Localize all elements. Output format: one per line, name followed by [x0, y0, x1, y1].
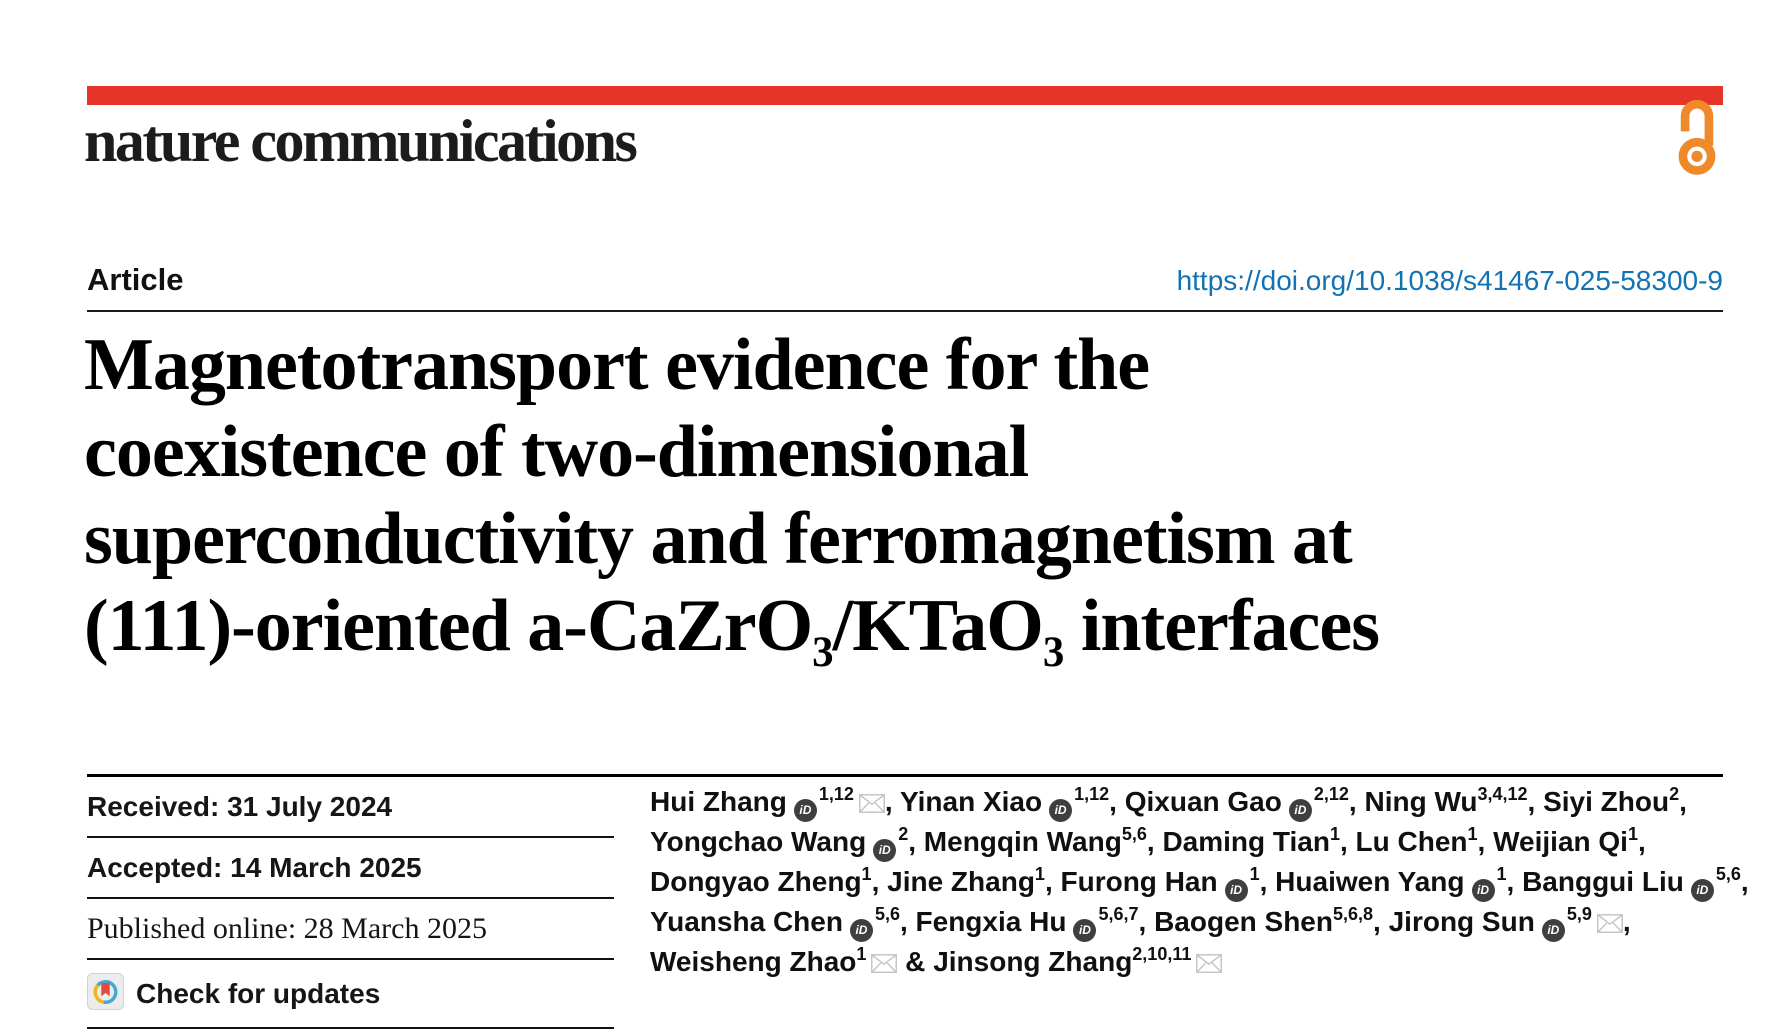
history-row-received: Received: 31 July 2024: [87, 777, 614, 838]
orcid-icon[interactable]: iD: [1224, 878, 1248, 902]
author-name: Baogen Shen: [1154, 906, 1333, 937]
title-line: (111)-oriented a-CaZrO3/KTaO3 interfaces: [84, 585, 1380, 676]
author-affiliation-superscript: 1,12: [1074, 783, 1110, 804]
article-title: Magnetotransport evidence for the coexist…: [84, 322, 1744, 676]
article-header-row: Article https://doi.org/10.1038/s41467-0…: [87, 262, 1723, 312]
check-for-updates-label[interactable]: Check for updates: [136, 978, 381, 1009]
author-name: Jinsong Zhang: [933, 946, 1133, 977]
author-affiliation-superscript: 5,6,8: [1332, 903, 1374, 924]
orcid-icon[interactable]: iD: [1471, 878, 1495, 902]
orcid-icon[interactable]: iD: [1288, 798, 1312, 822]
check-updates-icon[interactable]: [87, 973, 124, 1015]
author-line: Weisheng Zhao1 & Jinsong Zhang2,10,11: [650, 942, 1770, 982]
author-name: Huaiwen Yang: [1275, 866, 1465, 897]
check-for-updates[interactable]: Check for updates: [87, 960, 614, 1029]
history-row-published: Published online: 28 March 2025: [87, 899, 614, 960]
orcid-icon[interactable]: iD: [793, 798, 817, 822]
envelope-icon[interactable]: [858, 794, 885, 813]
title-subscript: 3: [812, 628, 833, 676]
author-name: Siyi Zhou: [1543, 786, 1670, 817]
published-date: Published online: 28 March 2025: [87, 912, 487, 945]
author-name: Yuansha Chen: [650, 906, 843, 937]
author-name: Ning Wu: [1364, 786, 1478, 817]
history-row-accepted: Accepted: 14 March 2025: [87, 838, 614, 899]
author-line: Hui Zhang iD1,12, Yinan Xiao iD1,12, Qixua…: [650, 782, 1770, 822]
author-affiliation-superscript: 2,12: [1313, 783, 1349, 804]
doi-link[interactable]: https://doi.org/10.1038/s41467-025-58300…: [1176, 265, 1723, 296]
author-affiliation-superscript: 5,6: [874, 903, 900, 924]
author-name: Hui Zhang: [650, 786, 787, 817]
author-affiliation-superscript: 5,6,7: [1098, 903, 1139, 924]
author-affiliation-superscript: 5,9: [1566, 903, 1592, 924]
author-list: Hui Zhang iD1,12, Yinan Xiao iD1,12, Qixua…: [650, 782, 1770, 982]
author-name: Weijian Qi: [1493, 826, 1628, 857]
author-affiliation-superscript: 1,12: [818, 783, 854, 804]
orcid-icon[interactable]: iD: [1049, 798, 1073, 822]
envelope-icon[interactable]: [1196, 954, 1223, 973]
author-name: Banggui Liu: [1522, 866, 1684, 897]
section-divider: [87, 774, 1723, 777]
masthead-rule: [87, 86, 1723, 105]
author-name: Yongchao Wang: [650, 826, 867, 857]
article-type-label: Article: [87, 262, 184, 297]
author-affiliation-superscript: 1: [856, 943, 867, 964]
title-line: coexistence of two-dimensional: [84, 411, 1029, 493]
author-name: Fengxia Hu: [915, 906, 1067, 937]
author-name: Qixuan Gao: [1124, 786, 1282, 817]
author-affiliation-superscript: 1: [861, 863, 872, 884]
author-line: Yongchao Wang iD2, Mengqin Wang5,6, Damin…: [650, 822, 1770, 862]
author-affiliation-superscript: 2: [898, 823, 909, 844]
author-affiliation-superscript: 5,6: [1715, 863, 1741, 884]
author-name: Jirong Sun: [1388, 906, 1535, 937]
author-name: Mengqin Wang: [923, 826, 1122, 857]
author-affiliation-superscript: 1: [1467, 823, 1478, 844]
history-panel: Received: 31 July 2024 Accepted: 14 March…: [87, 777, 614, 1029]
envelope-icon[interactable]: [871, 954, 898, 973]
author-affiliation-superscript: 1: [1329, 823, 1340, 844]
author-affiliation-superscript: 2,10,11: [1132, 943, 1192, 964]
author-name: Furong Han: [1060, 866, 1218, 897]
accepted-date: Accepted: 14 March 2025: [87, 852, 422, 883]
author-affiliation-superscript: 1: [1034, 863, 1045, 884]
title-line: superconductivity and ferromagnetism at: [84, 498, 1353, 580]
author-line: Yuansha Chen iD5,6, Fengxia Hu iD5,6,7, Ba…: [650, 902, 1770, 942]
author-line: Dongyao Zheng1, Jine Zhang1, Furong Han i…: [650, 862, 1770, 902]
received-date: Received: 31 July 2024: [87, 791, 393, 822]
author-name: Dongyao Zheng: [650, 866, 862, 897]
author-affiliation-superscript: 2: [1669, 783, 1680, 804]
author-affiliation-superscript: 1: [1249, 863, 1260, 884]
orcid-icon[interactable]: iD: [1541, 918, 1565, 942]
author-affiliation-superscript: 1: [1627, 823, 1638, 844]
author-affiliation-superscript: 1: [1496, 863, 1507, 884]
orcid-icon[interactable]: iD: [849, 918, 873, 942]
author-name: Jine Zhang: [887, 866, 1035, 897]
open-access-icon: [1671, 100, 1723, 183]
journal-logo[interactable]: nature communications: [84, 108, 638, 174]
author-name: Yinan Xiao: [899, 786, 1043, 817]
orcid-icon[interactable]: iD: [873, 838, 897, 862]
orcid-icon[interactable]: iD: [1690, 878, 1714, 902]
author-name: Daming Tian: [1162, 826, 1330, 857]
author-name: Weisheng Zhao: [650, 946, 857, 977]
orcid-icon[interactable]: iD: [1073, 918, 1097, 942]
author-affiliation-superscript: 5,6: [1121, 823, 1147, 844]
envelope-icon[interactable]: [1596, 914, 1623, 933]
author-affiliation-superscript: 3,4,12: [1477, 783, 1528, 804]
title-subscript: 3: [1042, 628, 1064, 676]
title-line: Magnetotransport evidence for the: [84, 324, 1150, 406]
author-name: Lu Chen: [1355, 826, 1468, 857]
